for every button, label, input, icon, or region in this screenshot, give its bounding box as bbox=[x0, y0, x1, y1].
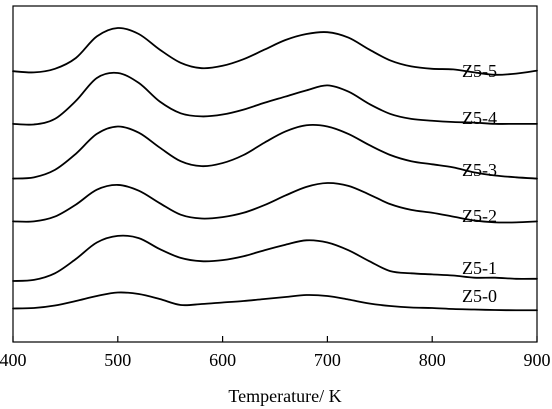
x-tick-label: 800 bbox=[419, 350, 446, 370]
series-line-z5-2 bbox=[12, 182, 538, 224]
series-label-z5-5: Z5-5 bbox=[462, 61, 497, 81]
x-tick-label: 900 bbox=[524, 350, 551, 370]
series-layer bbox=[12, 27, 538, 312]
series-line-z5-0 bbox=[12, 291, 538, 312]
series-label-z5-4: Z5-4 bbox=[462, 108, 497, 128]
series-label-z5-0: Z5-0 bbox=[462, 286, 497, 306]
x-axis-label: Temperature/ K bbox=[228, 386, 341, 406]
series-line-z5-4 bbox=[12, 71, 538, 126]
series-line-z5-3 bbox=[12, 123, 538, 180]
labels-layer: Z5-5 Z5-4 Z5-3 Z5-2 Z5-1 Z5-0 bbox=[462, 61, 497, 306]
plot-frame bbox=[12, 5, 538, 343]
series-line-z5-5 bbox=[12, 27, 538, 76]
series-line-z5-1 bbox=[12, 234, 538, 282]
series-label-z5-2: Z5-2 bbox=[462, 206, 497, 226]
x-tick-label: 400 bbox=[0, 350, 27, 370]
series-label-z5-3: Z5-3 bbox=[462, 160, 497, 180]
axes-layer: 400 500 600 700 800 900 bbox=[0, 5, 551, 370]
x-tick-label: 500 bbox=[104, 350, 131, 370]
x-tick-label: 700 bbox=[314, 350, 341, 370]
x-tick-label: 600 bbox=[209, 350, 236, 370]
series-label-z5-1: Z5-1 bbox=[462, 258, 497, 278]
